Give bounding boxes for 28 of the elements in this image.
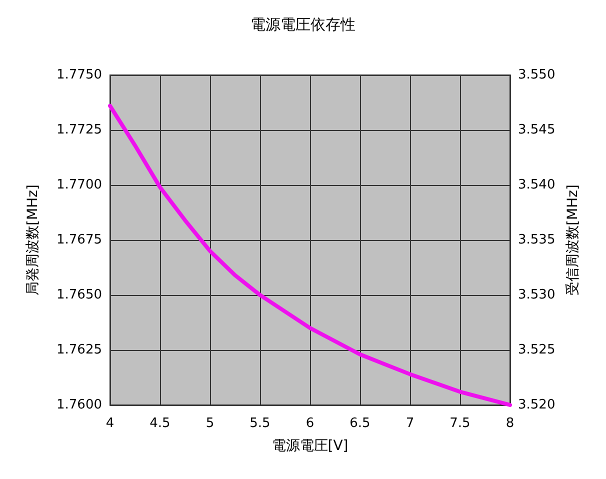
x-tick-label: 4 [106,416,114,431]
y-tick-label: 1.7650 [56,288,102,302]
y2-tick-label: 3.525 [518,342,556,358]
y2-tick-label: 3.550 [518,68,556,82]
x-tick-label: 7.5 [450,416,470,431]
chart-title: 電源電圧依存性 [250,16,356,34]
y-tick-label: 1.7700 [56,178,102,192]
x-tick-label: 8 [506,416,514,431]
line-series [108,104,512,407]
x-tick-label: 6.5 [350,416,370,431]
y-axis-title: 局発周波数[MHz] [25,184,41,296]
y2-tick-label: 3.540 [518,178,556,192]
y2-tick-label: 3.530 [518,288,556,302]
x-axis-title: 電源電圧[V] [272,438,348,454]
x-tick-label: 5 [206,416,214,431]
y-tick-label: 1.7625 [56,342,102,358]
y2-tick-label: 3.535 [518,232,556,248]
y-tick-label: 1.7600 [56,398,102,412]
x-tick-label: 5.5 [250,416,270,431]
x-tick-label: 4.5 [150,416,170,431]
y-tick-label: 1.7750 [56,68,102,82]
x-tick-label: 6 [306,416,314,431]
y-tick-label: 1.7675 [56,232,102,248]
y2-axis-title: 受信周波数[MHz] [565,184,582,296]
x-tick-label: 7 [406,416,414,431]
y-tick-label: 1.7725 [56,122,102,138]
y2-tick-label: 3.520 [518,398,556,412]
y2-tick-label: 3.545 [518,122,556,138]
